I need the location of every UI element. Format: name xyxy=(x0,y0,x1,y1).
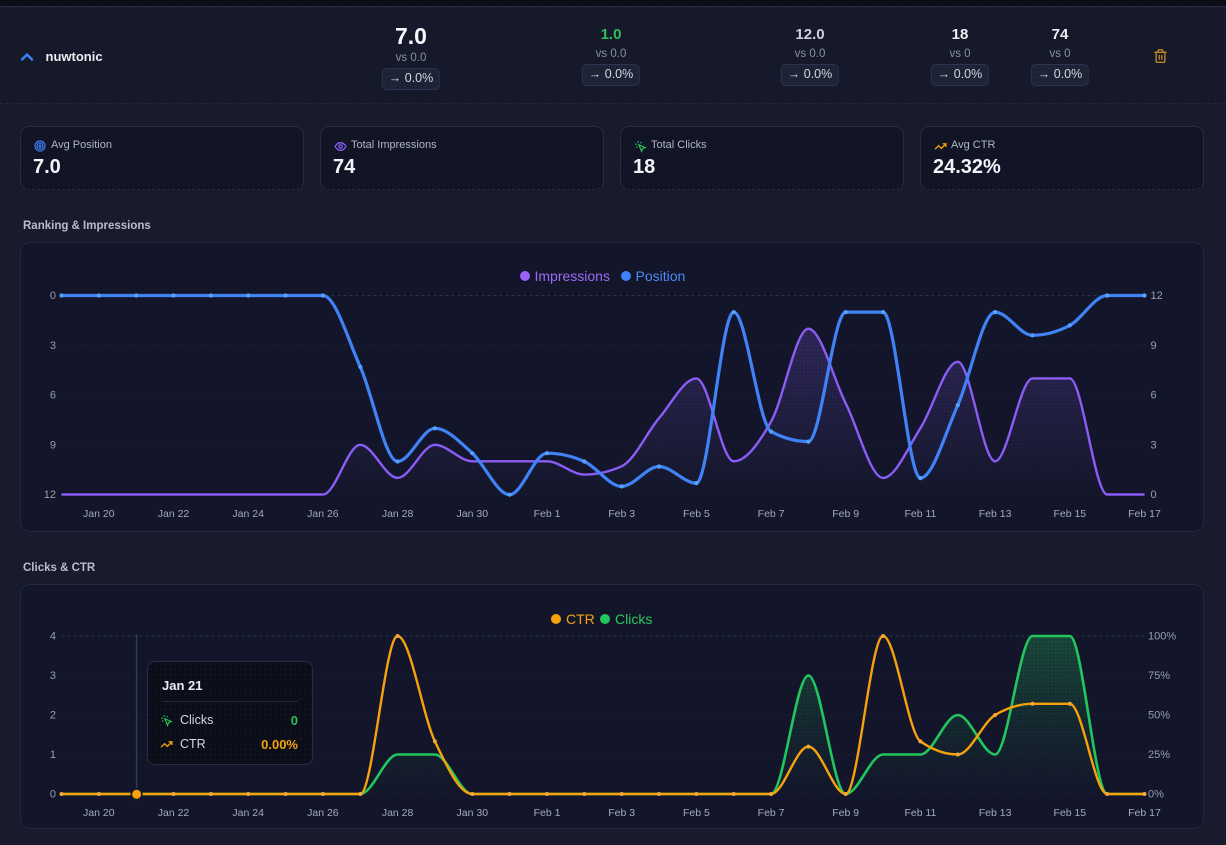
svg-text:Jan 30: Jan 30 xyxy=(457,508,489,520)
svg-text:9: 9 xyxy=(50,439,56,451)
svg-text:4: 4 xyxy=(50,631,56,643)
svg-text:Feb 9: Feb 9 xyxy=(832,807,859,819)
svg-text:Jan 30: Jan 30 xyxy=(457,807,489,819)
svg-text:3: 3 xyxy=(50,670,56,682)
svg-text:0%: 0% xyxy=(1148,789,1164,801)
svg-text:Jan 28: Jan 28 xyxy=(382,807,414,819)
svg-text:Feb 1: Feb 1 xyxy=(534,508,561,520)
svg-text:Feb 7: Feb 7 xyxy=(758,508,785,520)
svg-text:Feb 3: Feb 3 xyxy=(608,508,635,520)
svg-text:Feb 7: Feb 7 xyxy=(758,807,785,819)
svg-text:6: 6 xyxy=(50,390,56,402)
svg-text:3: 3 xyxy=(50,340,56,352)
svg-text:Feb 13: Feb 13 xyxy=(979,807,1012,819)
svg-text:Feb 1: Feb 1 xyxy=(534,807,561,819)
svg-text:9: 9 xyxy=(1151,340,1157,352)
svg-text:75%: 75% xyxy=(1148,670,1170,682)
svg-text:Jan 26: Jan 26 xyxy=(307,508,339,520)
svg-text:Feb 3: Feb 3 xyxy=(608,807,635,819)
svg-text:12: 12 xyxy=(1151,290,1163,302)
svg-text:Jan 24: Jan 24 xyxy=(232,508,264,520)
svg-text:2: 2 xyxy=(50,710,56,722)
svg-text:Jan 22: Jan 22 xyxy=(158,807,190,819)
svg-text:Jan 22: Jan 22 xyxy=(158,508,190,520)
svg-text:Feb 11: Feb 11 xyxy=(904,807,936,819)
svg-text:Feb 13: Feb 13 xyxy=(979,508,1012,520)
svg-text:Feb 15: Feb 15 xyxy=(1053,807,1086,819)
svg-text:0: 0 xyxy=(50,789,56,801)
svg-text:Jan 28: Jan 28 xyxy=(382,508,414,520)
svg-text:Feb 17: Feb 17 xyxy=(1128,508,1161,520)
svg-text:Feb 5: Feb 5 xyxy=(683,807,710,819)
svg-text:3: 3 xyxy=(1151,439,1157,451)
svg-text:Jan 20: Jan 20 xyxy=(83,807,115,819)
svg-text:Feb 17: Feb 17 xyxy=(1128,807,1161,819)
svg-text:Jan 20: Jan 20 xyxy=(83,508,115,520)
svg-text:1: 1 xyxy=(50,749,56,761)
svg-text:0: 0 xyxy=(50,290,56,302)
svg-text:50%: 50% xyxy=(1148,710,1170,722)
svg-text:6: 6 xyxy=(1151,390,1157,402)
svg-text:Jan 24: Jan 24 xyxy=(232,807,264,819)
svg-text:Feb 9: Feb 9 xyxy=(832,508,859,520)
svg-text:Feb 15: Feb 15 xyxy=(1053,508,1086,520)
svg-text:Feb 11: Feb 11 xyxy=(904,508,936,520)
svg-text:100%: 100% xyxy=(1148,631,1176,643)
svg-text:12: 12 xyxy=(44,489,56,501)
svg-text:25%: 25% xyxy=(1148,749,1170,761)
svg-text:0: 0 xyxy=(1151,489,1157,501)
svg-text:Feb 5: Feb 5 xyxy=(683,508,710,520)
svg-text:Jan 26: Jan 26 xyxy=(307,807,339,819)
